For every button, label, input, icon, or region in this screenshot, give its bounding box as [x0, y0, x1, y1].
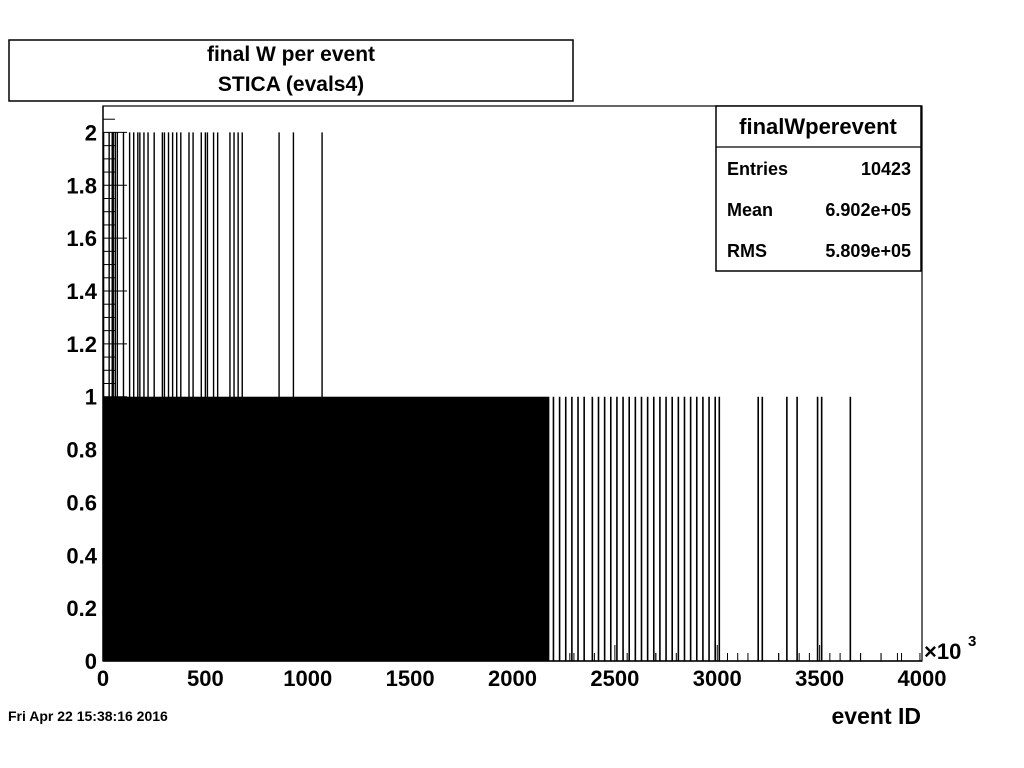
- title-line-2: STICA (evals4): [218, 73, 364, 96]
- axes: 0 500 1000 1500 2000 2500 3000 3500 4000 0 0.2 0.4 0…: [66, 105, 947, 691]
- stats-rms-label: RMS: [727, 241, 767, 261]
- y-tick-label: 0.8: [66, 438, 97, 463]
- y-tick-label: 1.4: [66, 279, 97, 304]
- title-box: [8, 39, 574, 102]
- x-tick-label: 4000: [898, 666, 947, 691]
- x-tick-label: 2000: [488, 666, 537, 691]
- y-tick-label: 1.2: [66, 332, 97, 357]
- x-tick-label: 500: [187, 666, 224, 691]
- x-tick-label: 2500: [590, 666, 639, 691]
- stats-title: finalWperevent: [739, 114, 897, 139]
- filled-bin-region: [103, 396, 550, 661]
- stats-mean-label: Mean: [727, 200, 773, 220]
- x-multiplier-exponent: 3: [968, 633, 976, 650]
- x-tick-label: 3500: [795, 666, 844, 691]
- x-multiplier: ×10: [924, 639, 961, 664]
- y-tick-label: 0.6: [66, 490, 97, 515]
- y-tick-label: 2: [85, 120, 97, 145]
- stats-rms-value: 5.809e+05: [825, 241, 911, 261]
- x-tick-label: 0: [97, 666, 109, 691]
- title-line-1: final W per event: [207, 43, 375, 66]
- stats-entries-value: 10423: [861, 159, 911, 179]
- stats-box: finalWperevent Entries 10423 Mean 6.902e…: [715, 105, 922, 272]
- y-tick-label: 1: [85, 385, 97, 410]
- x-tick-label: 1500: [386, 666, 435, 691]
- y-tick-label: 0.2: [66, 596, 97, 621]
- y-tick-label: 0.4: [66, 543, 97, 568]
- y-tick-label: 0: [85, 649, 97, 674]
- y-tick-label: 1.6: [66, 226, 97, 251]
- stats-mean-value: 6.902e+05: [825, 200, 911, 220]
- x-tick-label: 1000: [283, 666, 332, 691]
- y-tick-label: 1.8: [66, 173, 97, 198]
- stats-entries-label: Entries: [727, 159, 788, 179]
- x-axis-label: event ID: [832, 703, 921, 729]
- x-tick-label: 3000: [693, 666, 742, 691]
- timestamp: Fri Apr 22 15:38:16 2016: [8, 708, 168, 724]
